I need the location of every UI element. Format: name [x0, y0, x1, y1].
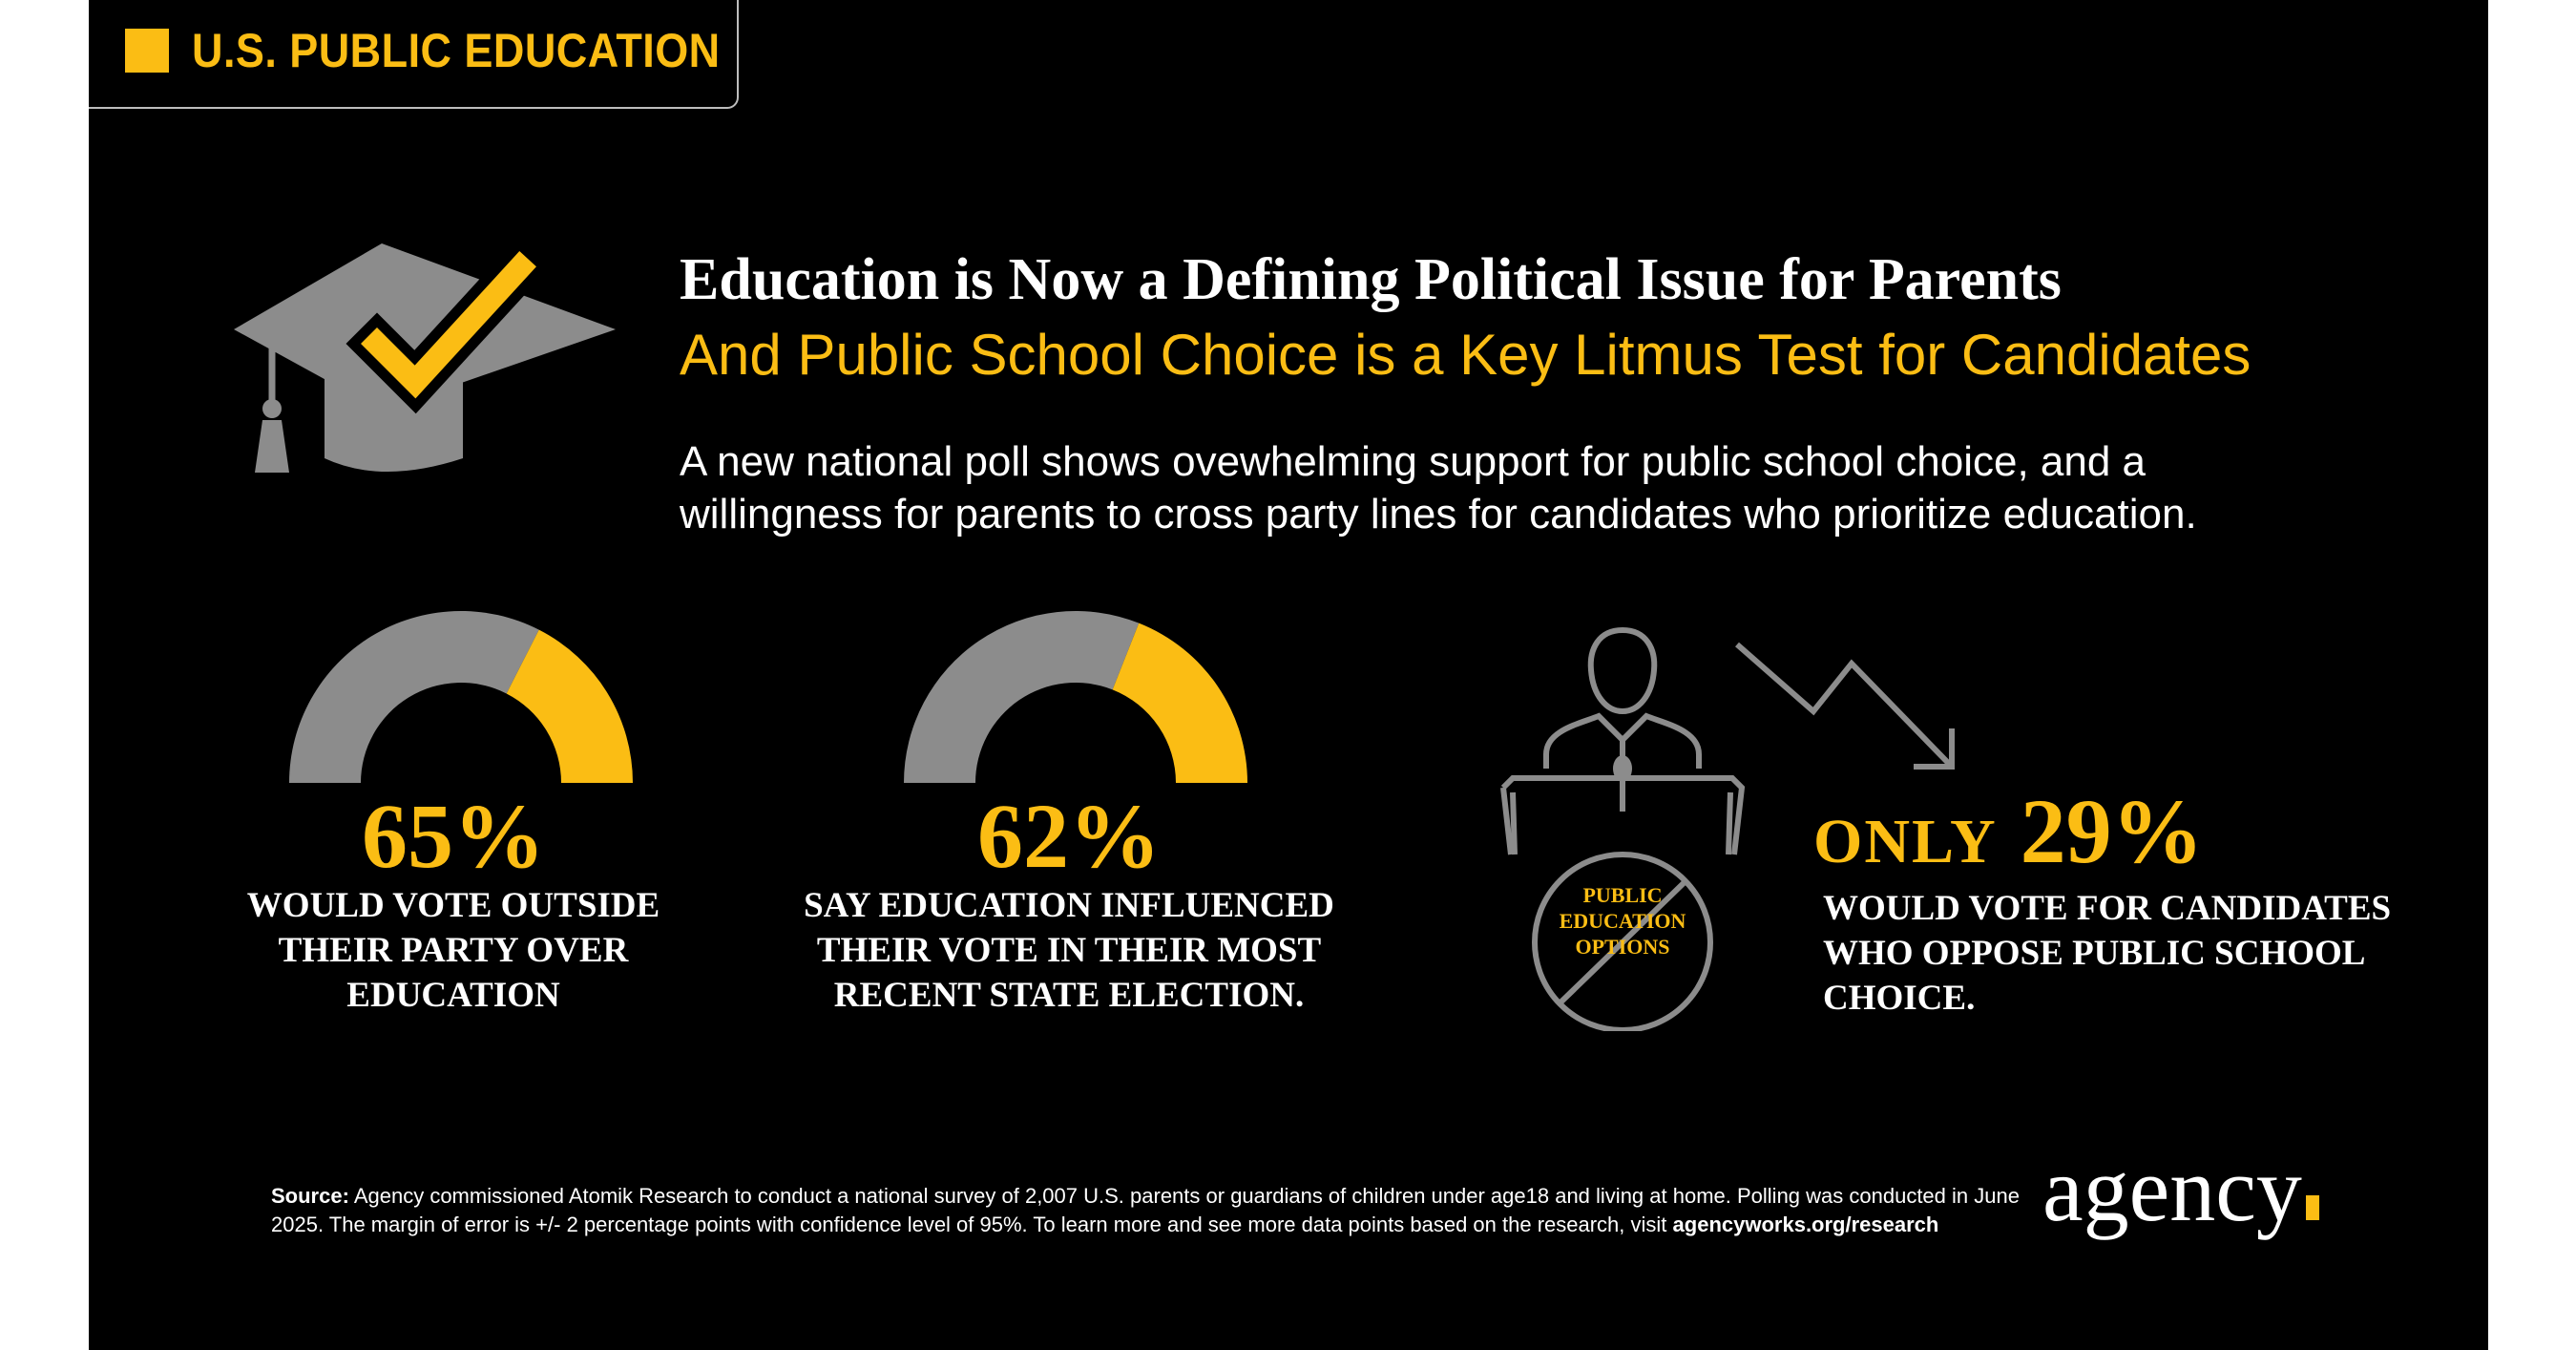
stat-description-62: SAY EDUCATION INFLUENCED THEIR VOTE IN T…: [804, 886, 1334, 1015]
stat-percent-65: 65%: [362, 785, 545, 887]
logo-text: agency: [2042, 1138, 2302, 1240]
stat-percent-62: 62%: [977, 785, 1161, 887]
gauge-remainder-segment: [289, 611, 539, 783]
gauge-62: [904, 611, 1247, 783]
gauge-value-segment: [506, 629, 633, 783]
tag-square-icon: [125, 29, 169, 73]
source-note: Source: Agency commissioned Atomik Resea…: [271, 1182, 2046, 1239]
graduation-cap-checkmark-icon: [234, 239, 616, 473]
stat-description-29: WOULD VOTE FOR CANDIDATES WHO OPPOSE PUB…: [1823, 889, 2392, 1018]
podium-sign-line1: PUBLIC: [1582, 883, 1662, 907]
stat-description-65: WOULD VOTE OUTSIDE THEIR PARTY OVER EDUC…: [246, 886, 660, 1015]
tag-label: U.S. PUBLIC EDUCATION: [192, 24, 721, 77]
logo-dot: [2305, 1195, 2319, 1220]
headline: Education is Now a Defining Political Is…: [680, 247, 2062, 312]
gauge-remainder-segment: [904, 611, 1140, 783]
section-tag: U.S. PUBLIC EDUCATION: [89, 0, 739, 109]
gauge-value-segment: [1112, 622, 1247, 783]
intro-paragraph: A new national poll shows ovewhelming su…: [680, 438, 2197, 538]
stat-prefix-only: ONLY: [1813, 807, 1998, 876]
downward-trend-arrow-icon: [1735, 642, 1955, 770]
subheadline: And Public School Choice is a Key Litmus…: [680, 323, 2251, 387]
source-link[interactable]: agencyworks.org/research: [1672, 1213, 1939, 1236]
agency-logo: agency: [2042, 1136, 2319, 1242]
candidate-podium-icon: PUBLIC EDUCATION OPTIONS: [1500, 626, 1746, 1031]
source-text: Agency commissioned Atomik Research to c…: [271, 1184, 2020, 1236]
gauge-65: [289, 611, 633, 783]
source-label: Source:: [271, 1184, 349, 1208]
podium-sign-line2: EDUCATION: [1560, 909, 1686, 933]
stat-only-29: ONLY 29%: [1813, 778, 2204, 884]
podium-sign-line3: OPTIONS: [1575, 935, 1669, 959]
stat-percent-29: 29%: [2020, 780, 2204, 882]
